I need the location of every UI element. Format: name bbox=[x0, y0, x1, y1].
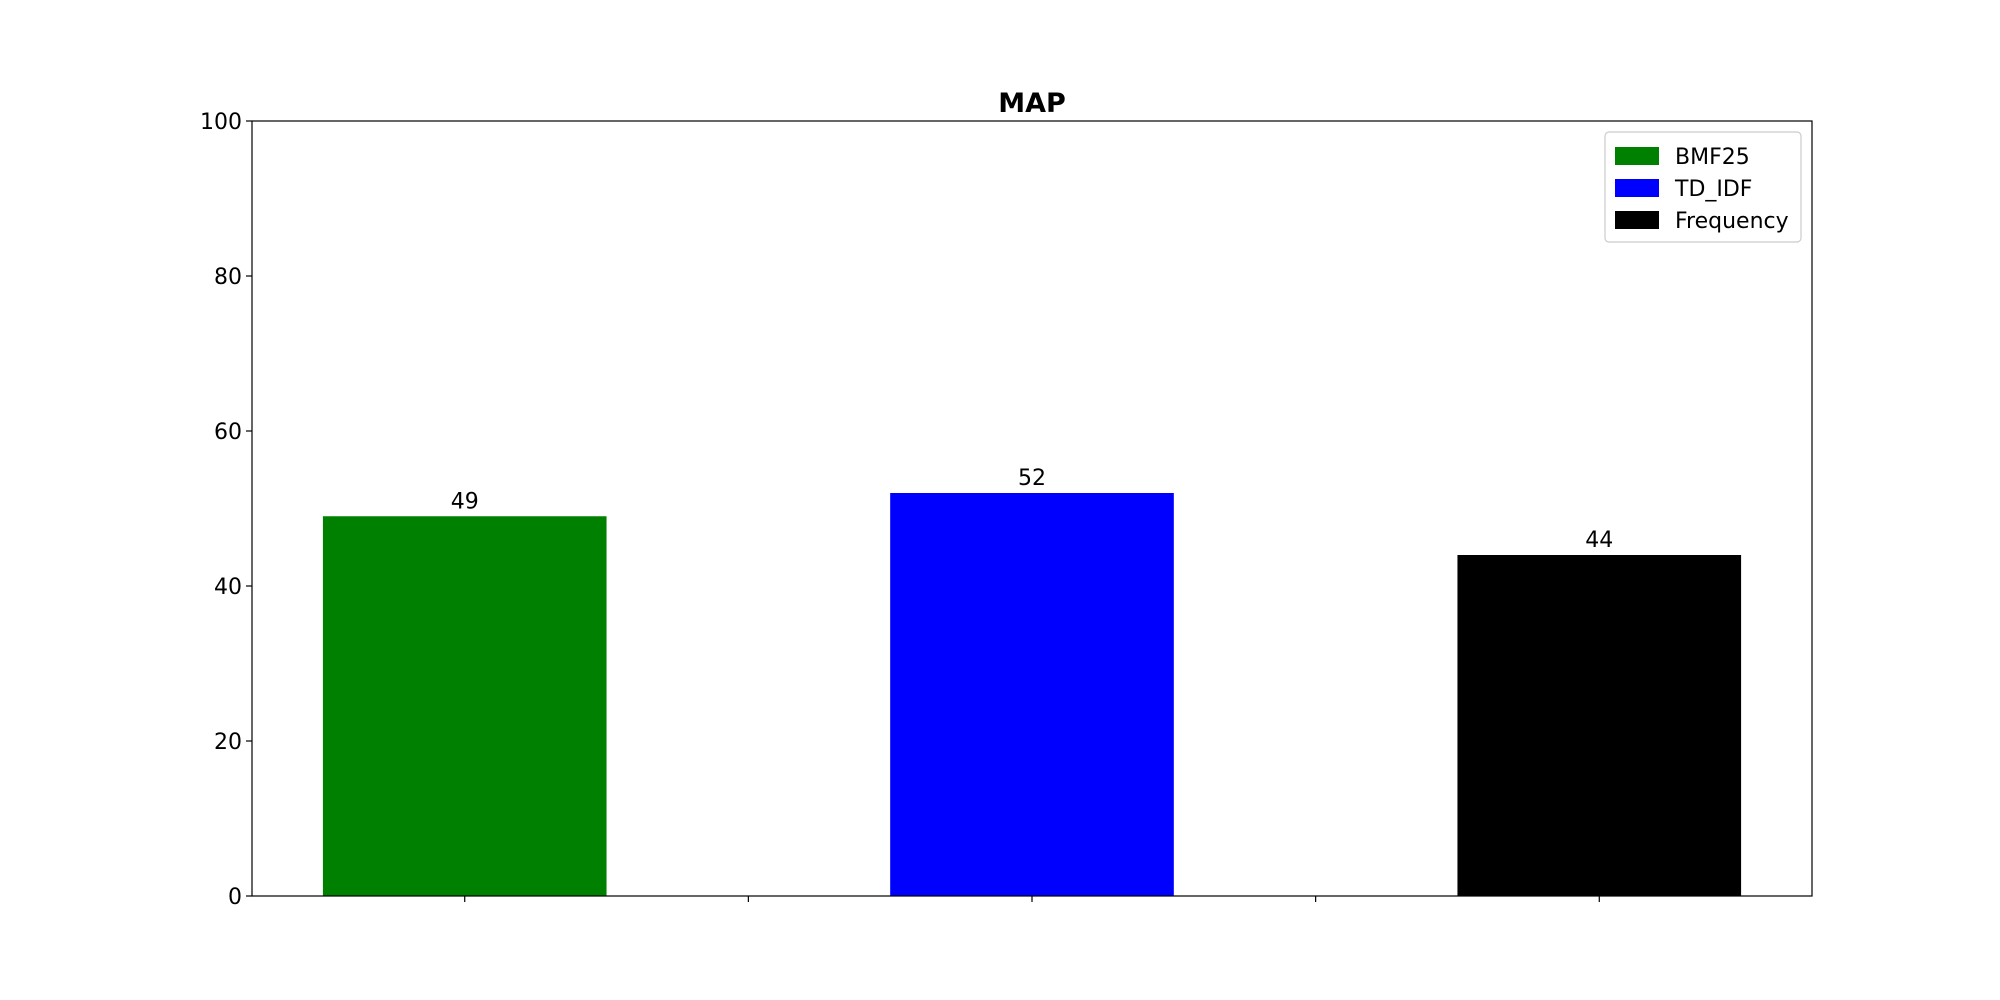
bar-1 bbox=[890, 493, 1174, 896]
legend-swatch bbox=[1615, 147, 1659, 165]
plot-area: 49 52 44 bbox=[251, 120, 1813, 897]
y-tick-label: 80 bbox=[214, 265, 242, 290]
bar-value-label: 49 bbox=[451, 489, 479, 514]
legend-swatch bbox=[1615, 211, 1659, 229]
y-tick-label: 40 bbox=[214, 575, 242, 600]
bar-value-label: 52 bbox=[1018, 466, 1046, 491]
legend-label: Frequency bbox=[1675, 209, 1789, 234]
legend-label: BMF25 bbox=[1675, 145, 1750, 170]
x-axis bbox=[464, 896, 1600, 902]
y-tick-label: 100 bbox=[200, 110, 242, 135]
y-tick-label: 0 bbox=[228, 885, 242, 910]
bar-0 bbox=[322, 516, 607, 896]
legend-label: TD_IDF bbox=[1674, 177, 1752, 202]
bar-value-label: 44 bbox=[1585, 528, 1613, 553]
legend: BMF25 TD_IDF Frequency bbox=[1604, 131, 1802, 243]
chart-title: MAP bbox=[998, 88, 1066, 119]
y-axis: 0 20 40 60 80 100 bbox=[200, 110, 252, 910]
legend-swatch bbox=[1615, 179, 1659, 197]
y-tick-label: 60 bbox=[214, 420, 242, 445]
bar-2 bbox=[1457, 555, 1742, 896]
y-tick-label: 20 bbox=[214, 730, 242, 755]
